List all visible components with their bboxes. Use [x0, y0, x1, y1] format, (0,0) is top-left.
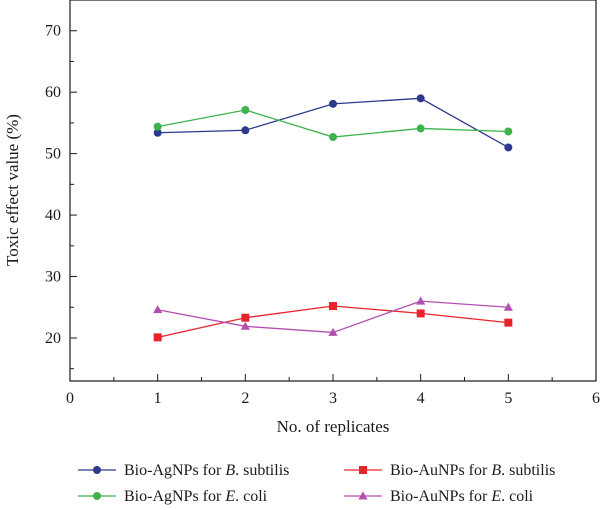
circle-marker [329, 133, 337, 142]
plot-frame [69, 0, 597, 382]
triangle-marker [328, 327, 338, 336]
square-marker [359, 466, 367, 474]
x-tick-label: 1 [154, 390, 162, 407]
legend-label-italic: B [225, 462, 235, 479]
series-layer [153, 94, 513, 342]
triangle-marker [153, 305, 163, 314]
y-tick-label: 60 [45, 84, 61, 101]
y-tick-label: 70 [45, 23, 61, 40]
legend-label-suffix: . coli [235, 488, 268, 505]
x-tick-label: 5 [504, 390, 512, 407]
legend-label-suffix: . subtilis [501, 462, 555, 479]
legend-label-prefix: Bio-AgNPs for [124, 462, 225, 479]
circle-marker [241, 126, 250, 135]
circle-marker [329, 99, 337, 108]
legend-label-italic: E [490, 488, 501, 505]
axis-ticks [69, 0, 597, 381]
x-axis-title: No. of replicates [277, 417, 390, 436]
legend-label: Bio-AgNPs for E. coli [124, 488, 268, 505]
square-marker [241, 313, 250, 322]
circle-marker [504, 127, 513, 136]
square-marker [416, 309, 425, 318]
circle-marker [153, 128, 162, 137]
circle-marker [93, 466, 101, 474]
square-marker [329, 302, 337, 311]
y-tick-label: 30 [45, 269, 61, 286]
y-tick-label: 40 [45, 207, 61, 224]
legend-label: Bio-AuNPs for B. subtilis [390, 462, 555, 479]
legend-item: Bio-AuNPs for B. subtilis [344, 462, 555, 479]
circle-marker [241, 105, 250, 114]
legend-label-italic: E [224, 488, 235, 505]
square-marker [504, 318, 513, 327]
x-tick-label: 6 [592, 390, 600, 407]
legend-item: Bio-AgNPs for E. coli [78, 488, 268, 505]
circle-marker [416, 124, 425, 133]
series-1 [153, 94, 513, 152]
x-tick-label: 2 [241, 390, 249, 407]
circle-marker [416, 94, 425, 103]
legend-label-prefix: Bio-AgNPs for [124, 488, 225, 505]
triangle-marker [503, 302, 513, 311]
triangle-marker [240, 321, 250, 330]
legend-label-italic: B [491, 462, 501, 479]
legend-label-prefix: Bio-AuNPs for [390, 488, 491, 505]
circle-marker [153, 122, 162, 131]
series-3 [153, 302, 513, 342]
legend-label-suffix: . coli [501, 488, 534, 505]
triangle-marker [416, 296, 426, 305]
series-2 [153, 105, 513, 142]
square-marker [153, 333, 162, 342]
legend-label: Bio-AgNPs for B. subtilis [124, 462, 289, 479]
y-tick-label: 20 [45, 330, 61, 347]
legend-label: Bio-AuNPs for E. coli [390, 488, 534, 505]
circle-marker [504, 143, 513, 152]
legend-item: Bio-AgNPs for B. subtilis [78, 462, 289, 479]
series-line [157, 109, 509, 138]
axis-tick-labels: 0 1 2 3 4 5 6 20 30 40 50 60 70 [45, 23, 600, 407]
x-tick-label: 3 [329, 390, 337, 407]
legend-label-suffix: . subtilis [235, 462, 289, 479]
legend-item: Bio-AuNPs for E. coli [344, 488, 534, 505]
circle-marker [93, 492, 101, 500]
legend-label-prefix: Bio-AuNPs for [390, 462, 491, 479]
series-4 [153, 296, 513, 336]
y-axis-title: Toxic effect value (%) [3, 114, 22, 266]
y-tick-label: 50 [45, 146, 61, 163]
triangle-marker [358, 491, 368, 500]
x-tick-label: 4 [417, 390, 425, 407]
x-tick-label: 0 [66, 390, 74, 407]
